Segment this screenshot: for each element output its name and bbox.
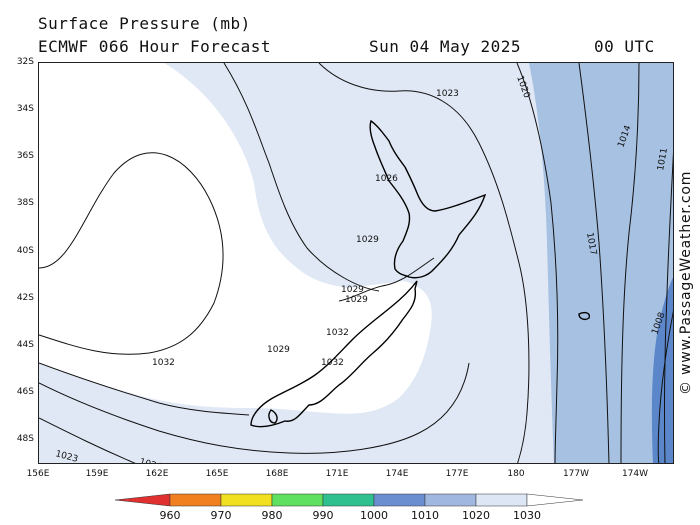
lon-label-156e: 156E bbox=[26, 469, 50, 479]
lat-label-34s: 34S bbox=[16, 104, 34, 114]
isobar-label-1029-d: 1029 bbox=[267, 345, 290, 355]
pressure-map-canvas: 1020 1023 1026 1029 1029 1029 1029 1032 … bbox=[39, 63, 673, 464]
lat-label-36s: 36S bbox=[16, 151, 34, 161]
lat-label-42s: 42S bbox=[16, 293, 34, 303]
isobar-1011 bbox=[663, 152, 673, 463]
pressure-map: 1020 1023 1026 1029 1029 1029 1029 1032 … bbox=[38, 62, 674, 464]
lat-label-32s: 32S bbox=[16, 57, 34, 67]
isobar-1023-south bbox=[39, 417, 136, 463]
legend-swatch-960-970 bbox=[169, 493, 222, 507]
isobar-1014 bbox=[620, 63, 640, 463]
lat-label-46s: 46S bbox=[16, 387, 34, 397]
stewart-island-outline bbox=[268, 409, 278, 424]
lon-label-177e: 177E bbox=[445, 469, 469, 479]
legend-tick-1020: 1020 bbox=[462, 509, 490, 522]
isobar-label-1023-south: 1023 bbox=[54, 449, 79, 464]
lon-label-159e: 159E bbox=[85, 469, 109, 479]
isobar-label-1029-a: 1029 bbox=[356, 235, 379, 245]
isobar-1032-west bbox=[39, 152, 224, 355]
forecast-date: Sun 04 May 2025 bbox=[369, 37, 521, 56]
isobar-label-1023-north: 1023 bbox=[436, 89, 459, 99]
forecast-subtitle: ECMWF 066 Hour Forecast bbox=[38, 37, 272, 56]
lat-label-40s: 40S bbox=[16, 246, 34, 256]
new-zealand-outline bbox=[250, 119, 591, 428]
lon-label-162e: 162E bbox=[145, 469, 169, 479]
legend-tick-960: 960 bbox=[159, 509, 181, 522]
legend-swatch-1000-1010 bbox=[373, 493, 426, 507]
lon-label-174w: 174W bbox=[621, 469, 649, 479]
watermark-text: © www.PassageWeather.com bbox=[678, 170, 694, 395]
map-title: Surface Pressure (mb) bbox=[38, 14, 251, 33]
isobar-1008 bbox=[657, 310, 673, 463]
isobar-1029-inner bbox=[338, 257, 435, 302]
legend-tick-1010: 1010 bbox=[411, 509, 439, 522]
isobar-label-1026-south: 1026 bbox=[138, 457, 163, 464]
legend-swatch-990-1000 bbox=[322, 493, 375, 507]
legend-tick-990: 990 bbox=[312, 509, 334, 522]
legend-swatch-below-960 bbox=[115, 493, 171, 507]
lon-label-180: 180 bbox=[507, 469, 525, 479]
isobar-label-1032-b: 1032 bbox=[321, 358, 344, 368]
band-1010-1020 bbox=[529, 63, 673, 463]
legend-swatch-1010-1020 bbox=[424, 493, 477, 507]
forecast-time: 00 UTC bbox=[594, 37, 655, 56]
isobar-label-1029-b: 1029 bbox=[341, 285, 364, 295]
isobar-1023-north bbox=[318, 63, 530, 463]
legend-swatch-above-1030 bbox=[526, 493, 584, 507]
isobar-1026-north bbox=[223, 63, 380, 292]
lat-label-44s: 44S bbox=[16, 340, 34, 350]
isobar-label-1029-c: 1029 bbox=[345, 295, 368, 305]
lon-label-171e: 171E bbox=[325, 469, 349, 479]
isobar-label-1017: 1017 bbox=[584, 232, 598, 256]
lat-label-38s: 38S bbox=[16, 198, 34, 208]
isobar-1026-south bbox=[39, 362, 470, 454]
lon-label-168e: 168E bbox=[265, 469, 289, 479]
north-island-outline bbox=[369, 119, 487, 279]
legend-tick-1030: 1030 bbox=[513, 509, 541, 522]
isobar-label-1026: 1026 bbox=[375, 174, 398, 184]
isobar-1020 bbox=[516, 63, 559, 463]
lon-label-165e: 165E bbox=[205, 469, 229, 479]
lon-label-174e: 174E bbox=[385, 469, 409, 479]
lat-label-48s: 48S bbox=[16, 434, 34, 444]
legend-tick-1000: 1000 bbox=[360, 509, 388, 522]
south-island-outline bbox=[250, 280, 418, 428]
isobar-label-1011: 1011 bbox=[656, 147, 670, 171]
isobar-1017 bbox=[578, 63, 610, 463]
isobar-label-1032-a: 1032 bbox=[326, 328, 349, 338]
legend-swatch-1020-1030 bbox=[475, 493, 528, 507]
lon-label-177w: 177W bbox=[562, 469, 590, 479]
band-1000-1010 bbox=[651, 277, 673, 463]
legend-tick-980: 980 bbox=[261, 509, 283, 522]
legend-swatch-970-980 bbox=[220, 493, 273, 507]
legend-tick-970: 970 bbox=[210, 509, 232, 522]
chatham-island-outline bbox=[578, 311, 591, 321]
isobar-label-1032-west: 1032 bbox=[152, 358, 175, 368]
isobar-1029-west bbox=[39, 362, 250, 416]
pressure-legend-bar bbox=[115, 493, 584, 507]
legend-swatch-980-990 bbox=[271, 493, 324, 507]
band-1030-plus bbox=[39, 63, 432, 414]
